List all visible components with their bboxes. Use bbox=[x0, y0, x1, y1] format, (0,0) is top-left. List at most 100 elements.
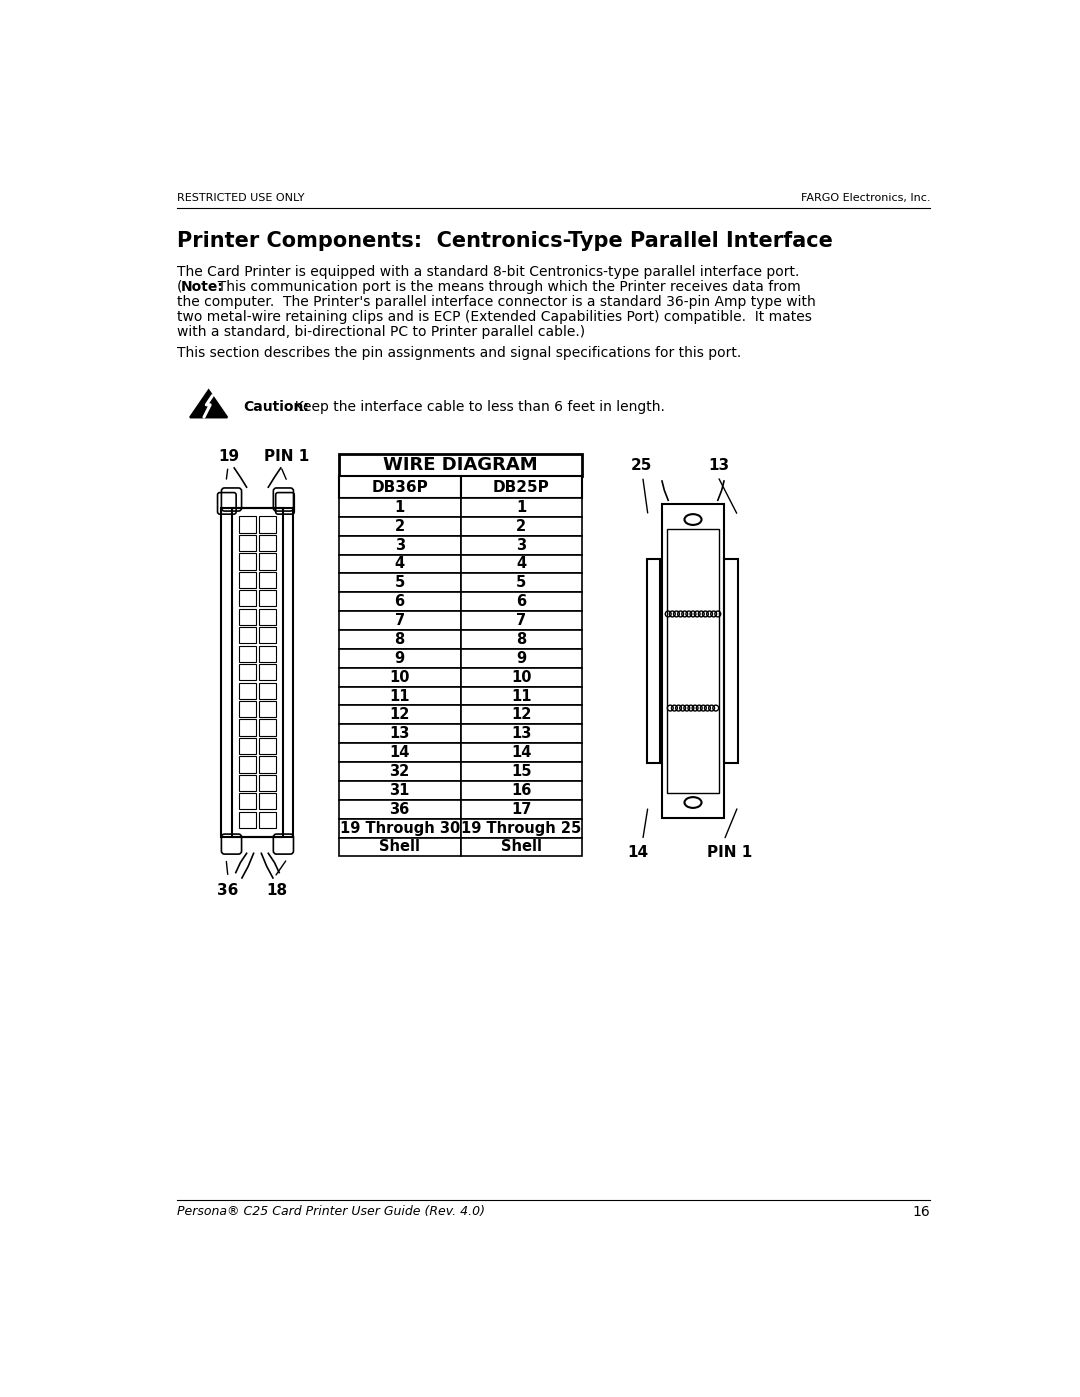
Bar bbox=[259, 738, 275, 754]
Text: 11: 11 bbox=[511, 689, 531, 704]
Bar bbox=[460, 686, 582, 705]
Bar bbox=[339, 819, 460, 838]
Text: PIN 1: PIN 1 bbox=[264, 448, 309, 464]
Text: 10: 10 bbox=[390, 669, 410, 685]
Text: 13: 13 bbox=[390, 726, 409, 742]
Bar bbox=[339, 668, 460, 686]
Bar bbox=[339, 497, 460, 517]
Text: WIRE DIAGRAM: WIRE DIAGRAM bbox=[383, 457, 538, 474]
Bar bbox=[240, 775, 256, 791]
Bar bbox=[240, 609, 256, 624]
Bar bbox=[259, 701, 275, 717]
Text: 13: 13 bbox=[511, 726, 531, 742]
Bar bbox=[339, 781, 460, 800]
Text: 11: 11 bbox=[390, 689, 410, 704]
Text: Shell: Shell bbox=[501, 840, 542, 855]
Text: 5: 5 bbox=[516, 576, 526, 591]
Text: 12: 12 bbox=[511, 707, 531, 722]
Bar bbox=[259, 793, 275, 809]
Bar bbox=[339, 648, 460, 668]
Bar bbox=[259, 756, 275, 773]
Bar bbox=[339, 705, 460, 725]
Text: 12: 12 bbox=[390, 707, 409, 722]
Bar bbox=[339, 725, 460, 743]
Bar bbox=[460, 497, 582, 517]
Text: Printer Components:  Centronics-Type Parallel Interface: Printer Components: Centronics-Type Para… bbox=[177, 231, 833, 251]
Text: the computer.  The Printer's parallel interface connector is a standard 36-pin A: the computer. The Printer's parallel int… bbox=[177, 295, 815, 309]
Bar bbox=[339, 555, 460, 573]
Text: with a standard, bi-directional PC to Printer parallel cable.): with a standard, bi-directional PC to Pr… bbox=[177, 324, 585, 338]
Bar bbox=[662, 504, 724, 817]
Bar bbox=[460, 573, 582, 592]
Bar bbox=[259, 645, 275, 662]
Text: 32: 32 bbox=[390, 764, 409, 780]
Text: 4: 4 bbox=[516, 556, 526, 571]
Text: 17: 17 bbox=[511, 802, 531, 817]
Text: 7: 7 bbox=[516, 613, 526, 629]
Text: 7: 7 bbox=[394, 613, 405, 629]
Text: 15: 15 bbox=[511, 764, 531, 780]
Bar bbox=[240, 645, 256, 662]
Bar bbox=[460, 535, 582, 555]
Text: 18: 18 bbox=[267, 883, 288, 898]
Bar bbox=[460, 838, 582, 856]
Text: 13: 13 bbox=[708, 458, 730, 474]
Bar bbox=[724, 559, 738, 763]
Bar bbox=[259, 517, 275, 532]
Text: 36: 36 bbox=[390, 802, 409, 817]
Text: RESTRICTED USE ONLY: RESTRICTED USE ONLY bbox=[177, 193, 305, 203]
Text: Persona® C25 Card Printer User Guide (Rev. 4.0): Persona® C25 Card Printer User Guide (Re… bbox=[177, 1204, 485, 1218]
Bar bbox=[240, 553, 256, 570]
Bar bbox=[259, 535, 275, 550]
Text: FARGO Electronics, Inc.: FARGO Electronics, Inc. bbox=[800, 193, 930, 203]
Bar bbox=[339, 573, 460, 592]
Bar bbox=[339, 686, 460, 705]
Bar bbox=[240, 517, 256, 532]
Bar bbox=[240, 701, 256, 717]
Bar bbox=[259, 571, 275, 588]
Bar bbox=[460, 725, 582, 743]
Bar bbox=[460, 610, 582, 630]
Bar bbox=[259, 591, 275, 606]
Bar bbox=[240, 627, 256, 644]
Bar bbox=[339, 838, 460, 856]
Text: 2: 2 bbox=[394, 518, 405, 534]
Text: This communication port is the means through which the Printer receives data fro: This communication port is the means thr… bbox=[208, 279, 800, 293]
Bar bbox=[460, 476, 582, 497]
Bar bbox=[339, 800, 460, 819]
Bar bbox=[240, 571, 256, 588]
Text: 2: 2 bbox=[516, 518, 526, 534]
Bar bbox=[460, 517, 582, 535]
Text: 16: 16 bbox=[913, 1204, 930, 1218]
Bar bbox=[460, 705, 582, 725]
Bar bbox=[259, 683, 275, 698]
Bar bbox=[259, 775, 275, 791]
Bar bbox=[240, 591, 256, 606]
Text: 10: 10 bbox=[511, 669, 531, 685]
Text: (: ( bbox=[177, 279, 183, 293]
Text: 25: 25 bbox=[631, 458, 652, 474]
Text: This section describes the pin assignments and signal specifications for this po: This section describes the pin assignmen… bbox=[177, 346, 741, 360]
Bar bbox=[339, 454, 582, 476]
Bar bbox=[460, 668, 582, 686]
Text: 8: 8 bbox=[516, 631, 526, 647]
Bar bbox=[647, 559, 661, 763]
Bar bbox=[339, 592, 460, 610]
Text: DB25P: DB25P bbox=[492, 479, 550, 495]
Bar bbox=[339, 476, 460, 497]
Text: 6: 6 bbox=[516, 594, 526, 609]
Bar bbox=[666, 529, 719, 793]
Text: 1: 1 bbox=[394, 500, 405, 515]
Bar bbox=[259, 719, 275, 736]
Text: 19: 19 bbox=[218, 448, 240, 464]
Bar bbox=[460, 555, 582, 573]
Bar bbox=[339, 763, 460, 781]
Bar bbox=[240, 756, 256, 773]
Text: 1: 1 bbox=[516, 500, 526, 515]
Bar bbox=[240, 812, 256, 828]
Bar bbox=[259, 812, 275, 828]
Bar bbox=[259, 553, 275, 570]
Text: Caution:: Caution: bbox=[243, 400, 309, 414]
Text: two metal-wire retaining clips and is ECP (Extended Capabilities Port) compatibl: two metal-wire retaining clips and is EC… bbox=[177, 310, 812, 324]
Text: 14: 14 bbox=[511, 745, 531, 760]
